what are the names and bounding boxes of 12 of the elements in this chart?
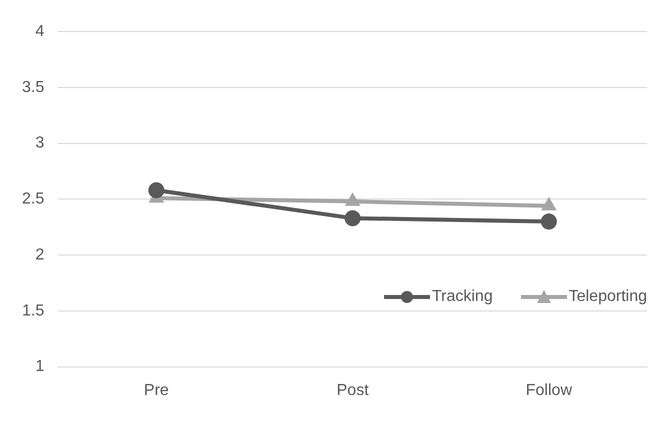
y-tick-label: 2.5: [22, 190, 44, 208]
y-tick-label: 3.5: [22, 78, 44, 96]
y-tick-label: 1.5: [22, 302, 44, 320]
x-tick-label: Post: [336, 382, 370, 399]
y-tick-label: 3: [35, 134, 44, 152]
legend-label: Teleporting: [568, 288, 647, 306]
y-tick-label: 2: [35, 246, 44, 264]
x-tick-label: Follow: [526, 382, 572, 399]
y-tick-label: 1: [35, 358, 44, 376]
legend-label: Tracking: [432, 288, 493, 306]
x-tick-label: Pre: [144, 382, 169, 399]
y-tick-label: 4: [35, 23, 44, 40]
